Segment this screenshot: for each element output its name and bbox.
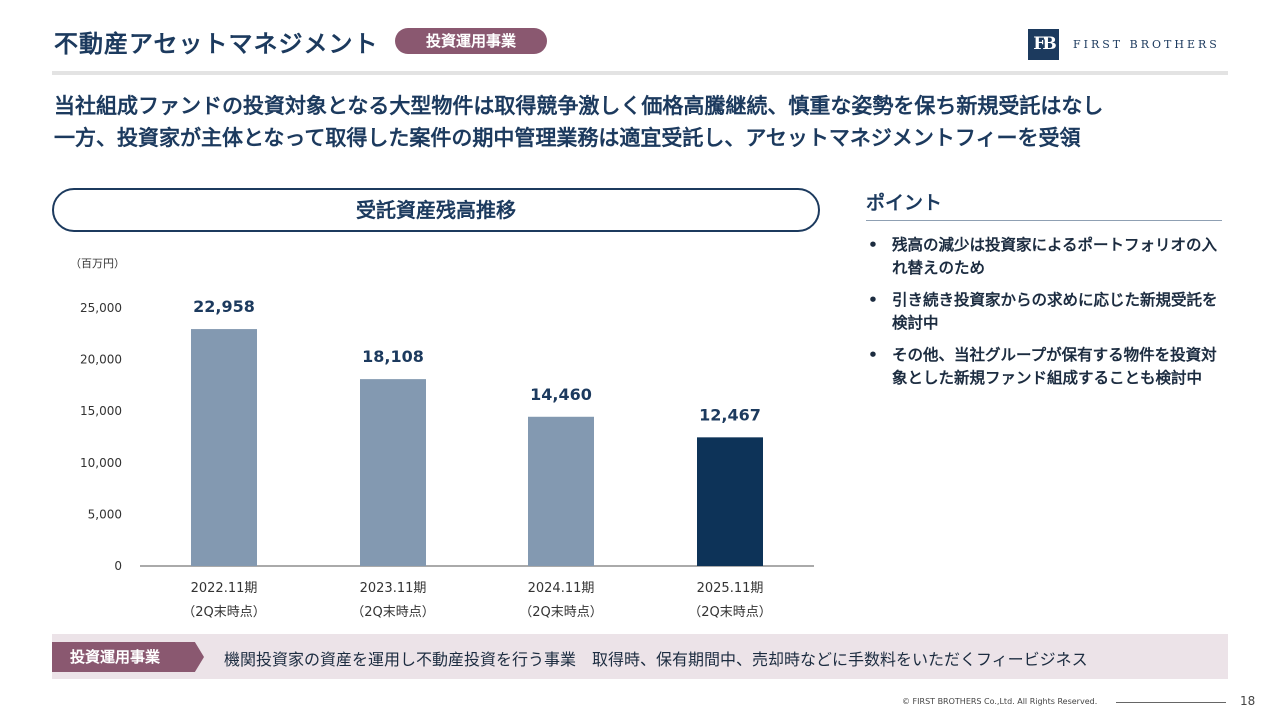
headline-line-2: 一方、投資家が主体となって取得した案件の期中管理業務は適宜受託し、アセットマネジ…	[54, 126, 1081, 150]
point-text: 引き続き投資家からの求めに応じた新規受託を検討中	[892, 291, 1218, 332]
bar	[191, 329, 257, 566]
x-tick-sublabel: （2Q末時点）	[182, 605, 266, 620]
page-number: 18	[1240, 694, 1256, 708]
point-item: • 引き続き投資家からの求めに応じた新規受託を検討中	[866, 289, 1232, 335]
page-title: 不動産アセットマネジメント	[54, 30, 379, 58]
headline: 当社組成ファンドの投資対象となる大型物件は取得競争激しく価格高騰継続、慎重な姿勢…	[54, 90, 1234, 154]
header-divider	[52, 71, 1228, 75]
bar	[528, 416, 594, 566]
x-tick-label: 2025.11期	[697, 581, 764, 596]
point-text: 残高の減少は投資家によるポートフォリオの入れ替えのため	[892, 236, 1218, 277]
y-tick-label: 10,000	[80, 456, 122, 470]
x-tick-label: 2024.11期	[528, 581, 595, 596]
footer-band	[52, 634, 1228, 679]
points-list: • 残高の減少は投資家によるポートフォリオの入れ替えのため • 引き続き投資家からの…	[866, 234, 1232, 399]
x-tick-label: 2023.11期	[360, 581, 427, 596]
bar-value-label: 12,467	[699, 405, 761, 424]
copyright-divider	[1116, 702, 1226, 703]
footer-segment-tag: 投資運用事業	[52, 642, 204, 672]
bullet-icon: •	[868, 346, 878, 364]
y-tick-label: 25,000	[80, 301, 122, 315]
segment-badge: 投資運用事業	[395, 28, 547, 54]
y-tick-label: 15,000	[80, 404, 122, 418]
company-logo-mark: FB	[1028, 29, 1059, 60]
headline-line-1: 当社組成ファンドの投資対象となる大型物件は取得競争激しく価格高騰継続、慎重な姿勢…	[54, 94, 1104, 118]
y-tick-label: 5,000	[88, 507, 122, 521]
points-divider	[866, 220, 1222, 221]
chart-title: 受託資産残高推移	[52, 188, 820, 232]
points-title: ポイント	[866, 192, 943, 214]
x-tick-label: 2022.11期	[191, 581, 258, 596]
footer-description: 機関投資家の資産を運用し不動産投資を行う事業 取得時、保有期間中、売却時などに手…	[224, 650, 1088, 669]
copyright: © FIRST BROTHERS Co.,Ltd. All Rights Res…	[902, 697, 1098, 706]
point-item: • 残高の減少は投資家によるポートフォリオの入れ替えのため	[866, 234, 1232, 280]
bar	[697, 437, 763, 566]
x-tick-sublabel: （2Q末時点）	[688, 605, 772, 620]
bar-value-label: 18,108	[362, 347, 424, 366]
bullet-icon: •	[868, 291, 878, 309]
bar	[360, 379, 426, 566]
bar-chart: （百万円） 0 5,000 10,000 15,000 20,000 25,000 22,95…	[70, 257, 814, 620]
bar-value-label: 22,958	[193, 297, 255, 316]
bar-value-label: 14,460	[530, 385, 592, 404]
x-tick-sublabel: （2Q末時点）	[351, 605, 435, 620]
point-text: その他、当社グループが保有する物件を投資対象とした新規ファンド組成することも検討…	[892, 346, 1217, 387]
bullet-icon: •	[868, 236, 878, 254]
point-item: • その他、当社グループが保有する物件を投資対象とした新規ファンド組成することも検…	[866, 344, 1232, 390]
y-tick-label: 20,000	[80, 353, 122, 367]
y-tick-label: 0	[114, 559, 122, 573]
company-logo-text: FIRST BROTHERS	[1073, 38, 1220, 51]
x-tick-sublabel: （2Q末時点）	[519, 605, 603, 620]
y-axis-unit: （百万円）	[70, 257, 125, 270]
